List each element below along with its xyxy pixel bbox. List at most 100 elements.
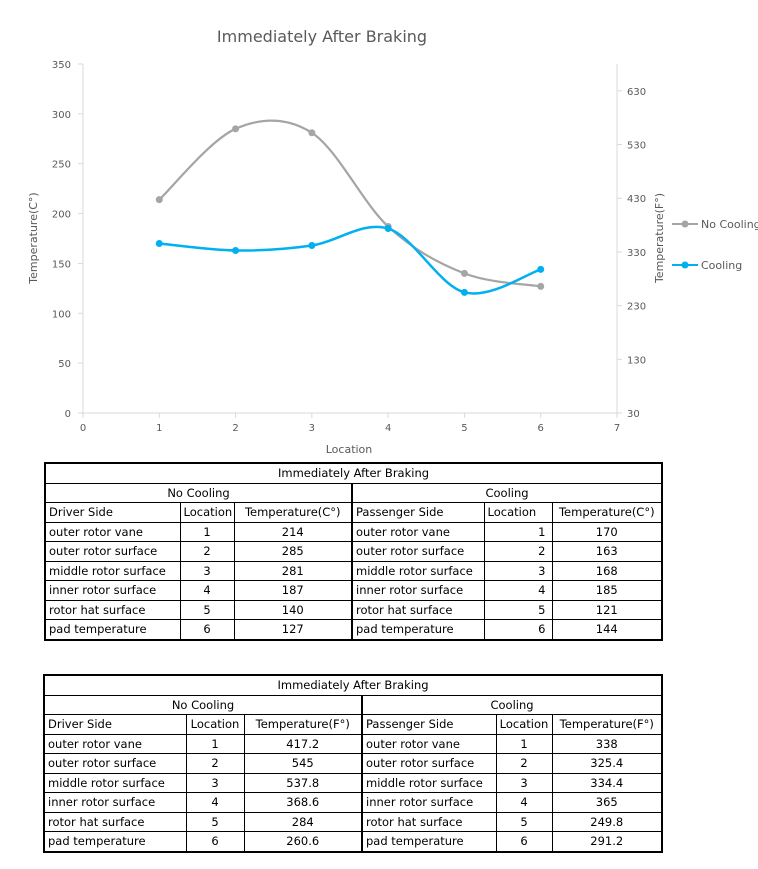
table-cell: 6 — [483, 619, 553, 641]
column-header: Driver Side — [44, 502, 181, 523]
data-point-no-cooling — [308, 129, 316, 137]
table-cell: pad temperature — [361, 831, 497, 853]
legend-label: No Cooling — [701, 218, 758, 231]
y-tick-label: 300 — [52, 110, 71, 121]
data-point-cooling — [384, 225, 392, 233]
y2-tick-label: 630 — [627, 87, 646, 98]
table-cell: 5 — [185, 811, 245, 832]
table-row: inner rotor surface 4 368.6 inner rotor sur… — [43, 792, 664, 813]
table-cell: rotor hat surface — [351, 599, 485, 620]
fahrenheit-table: Immediately After Braking No Cooling Coo… — [42, 674, 664, 853]
y2-tick-label: 530 — [627, 141, 646, 152]
data-point-cooling — [460, 288, 468, 296]
y2-tick-label: 430 — [627, 194, 646, 205]
column-header: Driver Side — [43, 714, 187, 735]
data-point-cooling — [537, 265, 545, 273]
table-cell: middle rotor surface — [361, 772, 497, 793]
table-cell: 260.6 — [243, 831, 363, 853]
table-cell: 2 — [185, 753, 245, 774]
table-cell: outer rotor surface — [361, 753, 497, 774]
y-axis-label: Temperature(C°) — [27, 192, 40, 284]
table-cell: 2 — [495, 753, 553, 774]
column-header: Temperature(C°) — [551, 502, 664, 523]
legend-item-cooling: Cooling — [672, 259, 742, 272]
y-tick-label: 250 — [52, 160, 71, 171]
table-cell: 537.8 — [243, 772, 363, 793]
x-tick-label: 3 — [309, 423, 315, 434]
table-cell: 1 — [185, 733, 245, 754]
table-cell: inner rotor surface — [361, 792, 497, 813]
table-cell: 284 — [243, 811, 363, 832]
group-header-no-cooling: No Cooling — [43, 694, 363, 715]
column-header: Passenger Side — [351, 502, 485, 523]
table-cell: 6 — [179, 619, 235, 641]
table-cell: 291.2 — [551, 831, 664, 853]
table-cell: inner rotor surface — [43, 792, 187, 813]
table-row: pad temperature 6 260.6 pad temperature 6 291… — [43, 831, 664, 853]
y-tick-label: 0 — [65, 409, 71, 420]
table-cell: outer rotor vane — [44, 521, 181, 542]
table-cell: 4 — [495, 792, 553, 813]
table-cell: outer rotor surface — [43, 753, 187, 774]
y2-tick-label: 330 — [627, 248, 646, 259]
x-tick-label: 7 — [614, 423, 620, 434]
table-cell: 417.2 — [243, 733, 363, 754]
chart-title: Immediately After Braking — [217, 27, 427, 46]
table-cell: 140 — [233, 599, 353, 620]
table-cell: middle rotor surface — [43, 772, 187, 793]
column-header: Location — [495, 714, 553, 735]
table-cell: 187 — [233, 580, 353, 601]
table-cell: 163 — [551, 541, 664, 562]
table-row: outer rotor vane 1 214 outer rotor vane 1 170 — [44, 521, 664, 542]
table-cell: 4 — [185, 792, 245, 813]
chart-axes: 0501001502002503003503013023033043053063… — [52, 60, 646, 434]
data-point-no-cooling — [155, 196, 163, 204]
y-tick-label: 100 — [52, 309, 71, 320]
legend-item-no-cooling: No Cooling — [672, 218, 758, 231]
table-cell: 170 — [551, 521, 664, 542]
table-row: rotor hat surface 5 284 rotor hat surface 5 2… — [43, 811, 664, 832]
series-line-cooling — [159, 225, 542, 295]
table-cell: 6 — [185, 831, 245, 853]
table-cell: 168 — [551, 560, 664, 581]
table-cell: 4 — [179, 580, 235, 601]
table-cell: middle rotor surface — [351, 560, 485, 581]
group-header-cooling: Cooling — [360, 694, 664, 715]
x-tick-label: 2 — [232, 423, 238, 434]
table-cell: 1 — [495, 733, 553, 754]
table-cell: 6 — [495, 831, 553, 853]
table-cell: 121 — [551, 599, 664, 620]
y2-tick-label: 130 — [627, 355, 646, 366]
table-row: middle rotor surface 3 281 middle rotor sur… — [44, 560, 664, 581]
group-header-no-cooling: No Cooling — [44, 482, 353, 503]
table-cell: rotor hat surface — [361, 811, 497, 832]
x-tick-label: 4 — [385, 423, 391, 434]
data-point-cooling — [155, 239, 163, 247]
table-cell: 1 — [483, 521, 553, 542]
x-tick-label: 6 — [538, 423, 544, 434]
table-cell: outer rotor surface — [351, 541, 485, 562]
temperature-line-chart: Immediately After Braking 05010015020025… — [27, 27, 758, 456]
table-cell: 144 — [551, 619, 664, 641]
chart-legend: No Cooling Cooling — [672, 218, 758, 272]
column-header: Temperature(F°) — [243, 714, 363, 735]
table-cell: outer rotor vane — [351, 521, 485, 542]
column-header: Temperature(C°) — [233, 502, 353, 523]
table-cell: 2 — [483, 541, 553, 562]
table-cell: 3 — [179, 560, 235, 581]
y-tick-label: 150 — [52, 259, 71, 270]
celsius-table: Immediately After Braking No Cooling Coo… — [43, 462, 664, 641]
x-tick-label: 0 — [80, 423, 86, 434]
group-header-cooling: Cooling — [350, 482, 664, 503]
y-tick-label: 350 — [52, 60, 71, 71]
table-cell: 325.4 — [551, 753, 664, 774]
table-cell: 5 — [495, 811, 553, 832]
table-cell: 214 — [233, 521, 353, 542]
data-point-no-cooling — [232, 125, 240, 133]
table-cell: 249.8 — [551, 811, 664, 832]
data-point-no-cooling — [460, 269, 468, 277]
table-cell: 281 — [233, 560, 353, 581]
table-cell: pad temperature — [351, 619, 485, 641]
table-cell: 285 — [233, 541, 353, 562]
table-cell: 185 — [551, 580, 664, 601]
